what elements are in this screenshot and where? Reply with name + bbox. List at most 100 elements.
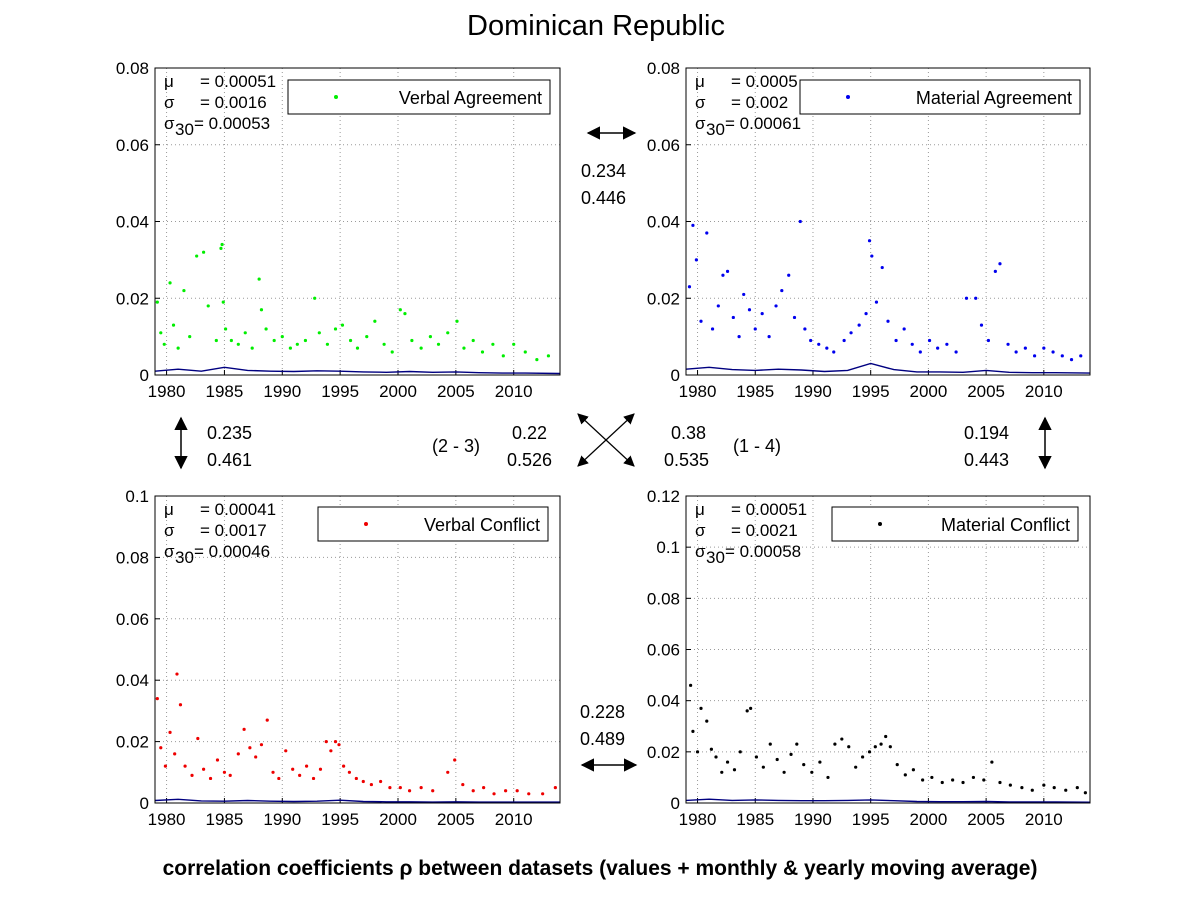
data-point (428, 335, 432, 339)
y-tick-label: 0.06 (647, 136, 680, 155)
data-point (195, 254, 199, 258)
data-point (798, 219, 802, 224)
axes-frame (685, 495, 1091, 804)
data-point (512, 342, 516, 346)
diagonal-arrow-icon (577, 413, 635, 467)
data-point (214, 338, 218, 343)
data-point (1069, 358, 1074, 362)
data-point (691, 729, 695, 733)
y-tick-label: 0.06 (116, 136, 149, 155)
data-point (738, 750, 742, 754)
rho-average-value: 0.535 (664, 450, 709, 470)
data-point (760, 312, 764, 316)
moving-average-line (685, 798, 1091, 803)
data-point (202, 250, 206, 254)
data-point (221, 300, 225, 304)
data-point (687, 285, 692, 289)
stat-symbol: μ (164, 500, 174, 519)
x-tick-label: 2005 (967, 382, 1005, 401)
data-point (1052, 786, 1056, 790)
data-point (188, 335, 192, 339)
x-tick-label: 1995 (321, 810, 359, 829)
data-point (867, 239, 872, 243)
legend-box (287, 79, 551, 115)
data-point (527, 792, 531, 796)
data-point (699, 319, 703, 323)
stat-value: = 0.00046 (194, 542, 270, 561)
data-point (303, 338, 308, 343)
stat-value: = 0.0005 (731, 72, 798, 91)
y-tick-label: 0.02 (647, 743, 680, 762)
data-point (304, 764, 309, 768)
data-point (541, 792, 545, 796)
data-point (940, 780, 944, 785)
data-point (220, 242, 224, 247)
data-point (936, 346, 940, 350)
data-point (1042, 783, 1046, 787)
stats-block: μ = 0.00051 σ = 0.0021 σ 30 = 0.00058 (695, 500, 807, 567)
data-point (710, 327, 715, 331)
rho-value: 0.235 (207, 423, 252, 443)
panel-material-agreement: 1980 1985 1990 1995 2000 2005 2010 0 0.02 0.04 0.0… (647, 59, 1091, 401)
data-points (687, 219, 1083, 362)
data-point (280, 335, 284, 339)
data-point (1023, 346, 1027, 350)
data-point (795, 742, 799, 746)
data-point (694, 258, 698, 262)
data-point (1075, 786, 1079, 790)
x-tick-label: 1985 (206, 810, 244, 829)
data-point (747, 308, 752, 312)
data-point (903, 773, 907, 777)
x-tick-label: 2010 (495, 810, 533, 829)
stat-value: = 0.00061 (725, 114, 801, 133)
data-point (333, 740, 338, 744)
data-point (833, 742, 837, 746)
data-point (248, 746, 252, 750)
data-point (951, 778, 955, 782)
data-point (1032, 354, 1037, 358)
data-point (709, 747, 713, 751)
correlation-left-vertical: 0.235 0.461 (174, 416, 252, 470)
data-point (1006, 342, 1010, 346)
figure-caption: correlation coefficients ρ between datas… (163, 857, 1038, 880)
stat-symbol: σ (164, 521, 175, 540)
data-point (419, 786, 423, 790)
data-point (471, 789, 475, 793)
data-point (840, 737, 844, 741)
y-tick-label: 0.02 (647, 289, 680, 308)
x-tick-label: 1990 (263, 810, 301, 829)
data-point (782, 770, 786, 774)
legend: Material Agreement (799, 79, 1081, 115)
data-point (1060, 354, 1064, 358)
data-point (705, 231, 709, 235)
x-tick-label: 2005 (437, 382, 475, 401)
data-point (436, 342, 441, 346)
data-point (264, 327, 268, 331)
stat-symbol: μ (695, 500, 705, 519)
x-tick-label: 1985 (206, 382, 244, 401)
data-point (998, 262, 1002, 266)
data-point (716, 304, 720, 308)
stat-value: = 0.00041 (200, 500, 276, 519)
data-point (176, 346, 180, 350)
data-point (182, 288, 186, 293)
x-tick-label: 1980 (148, 382, 186, 401)
data-point (979, 323, 984, 327)
data-point (311, 776, 316, 781)
legend-label: Material Conflict (941, 515, 1070, 535)
data-point (861, 755, 865, 759)
stat-value: = 0.0021 (731, 521, 798, 540)
data-point (333, 327, 338, 331)
axes-frame (685, 67, 1091, 376)
data-point (277, 776, 281, 781)
data-point (242, 727, 246, 731)
data-point (780, 288, 784, 293)
data-point (347, 770, 351, 774)
panel-verbal-conflict: 1980 1985 1990 1995 2000 2005 2010 0 0.02 0.04 0.0… (116, 487, 561, 829)
data-point (817, 342, 821, 346)
data-points (689, 683, 1087, 795)
rho-value: 0.22 (512, 423, 547, 443)
data-point (725, 269, 730, 273)
data-point (208, 776, 213, 781)
